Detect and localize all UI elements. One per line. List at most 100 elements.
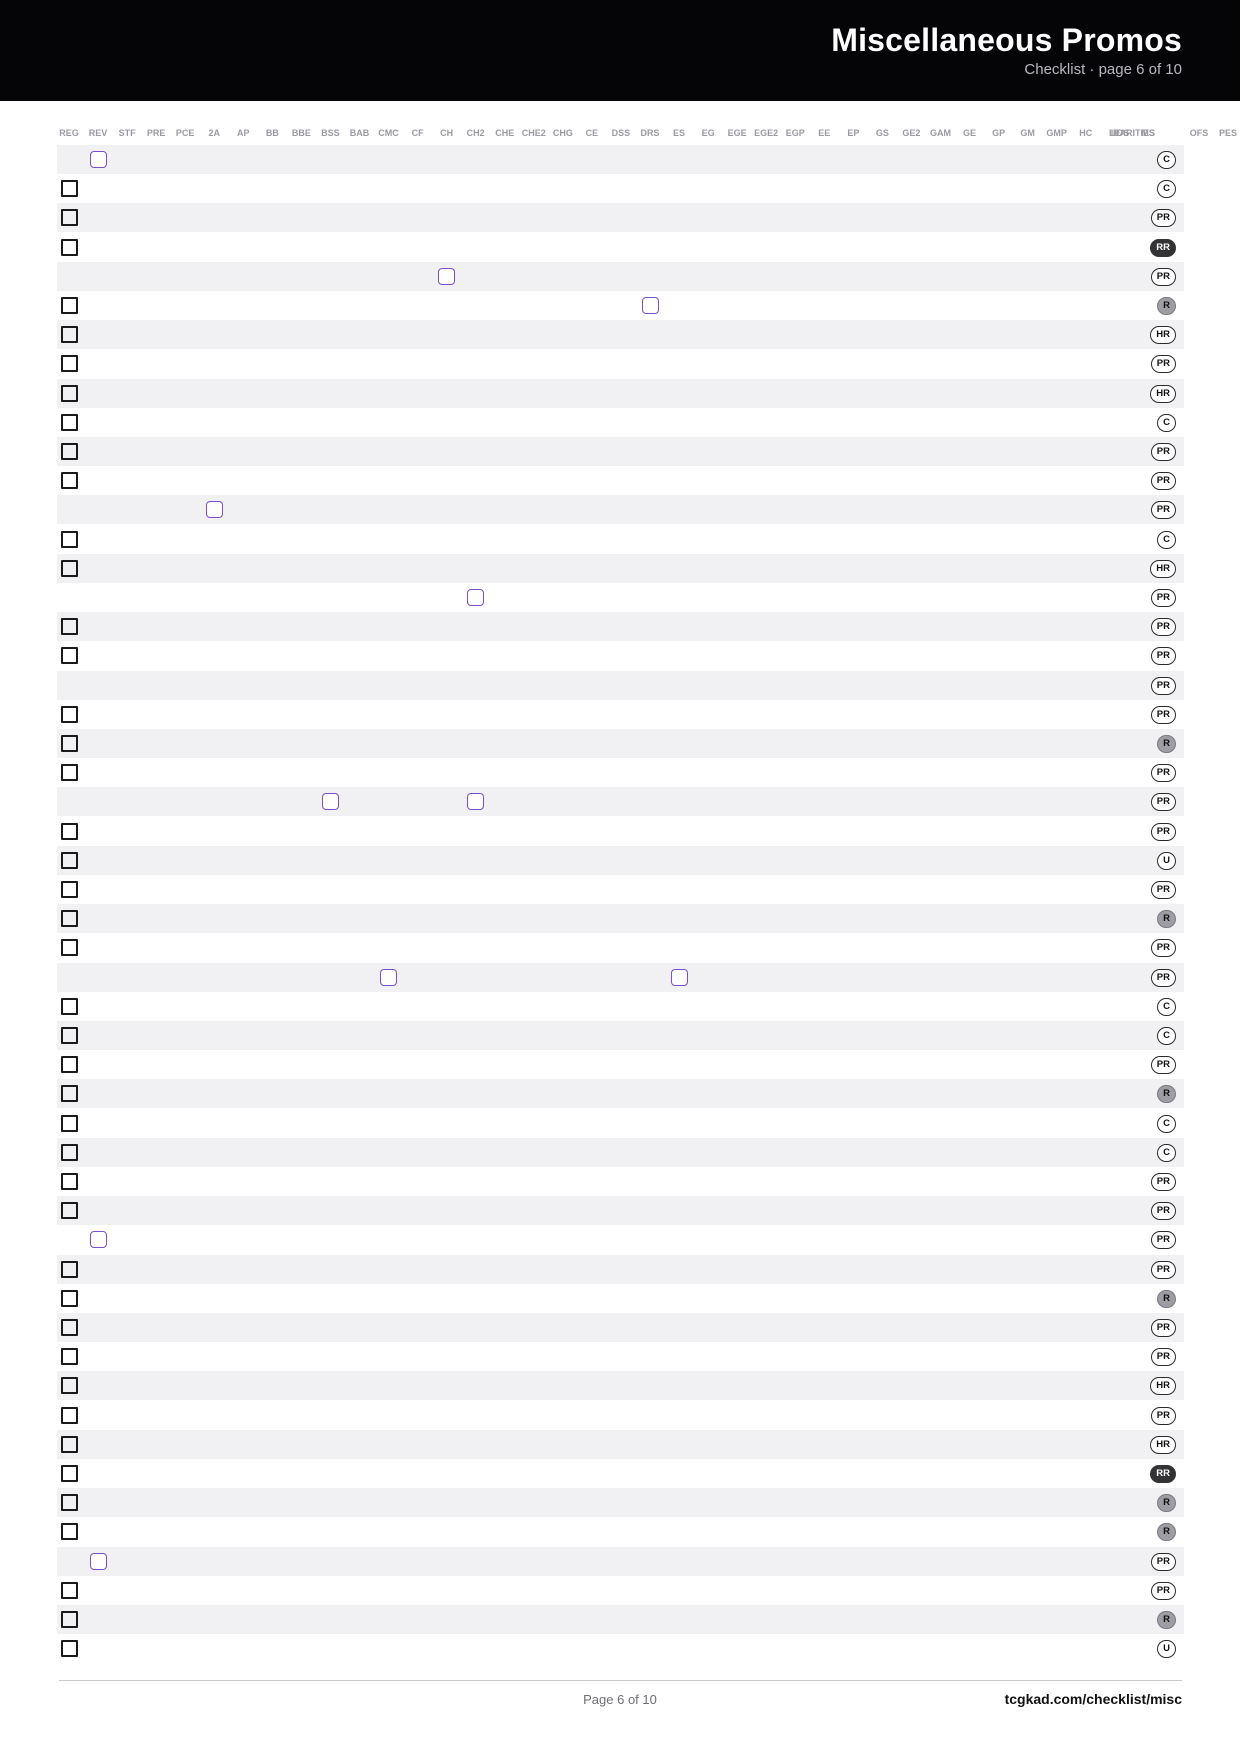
variant-checkbox[interactable] bbox=[89, 1231, 107, 1249]
column-header: GE2 bbox=[902, 128, 921, 138]
regular-checkbox[interactable] bbox=[60, 180, 78, 198]
regular-checkbox[interactable] bbox=[60, 764, 78, 782]
regular-checkbox[interactable] bbox=[60, 939, 78, 957]
regular-checkbox[interactable] bbox=[60, 851, 78, 869]
regular-checkbox[interactable] bbox=[60, 559, 78, 577]
regular-checkbox[interactable] bbox=[60, 618, 78, 636]
column-header: EGE bbox=[727, 128, 747, 138]
regular-checkbox[interactable] bbox=[60, 1611, 78, 1628]
regular-checkbox[interactable] bbox=[60, 822, 78, 840]
regular-checkbox[interactable] bbox=[60, 1319, 78, 1336]
table-row: HR bbox=[57, 1429, 1184, 1459]
rarity-badge: R bbox=[1157, 1494, 1176, 1513]
regular-checkbox[interactable] bbox=[60, 910, 78, 928]
table-row: R bbox=[57, 729, 1184, 758]
regular-checkbox[interactable] bbox=[60, 1202, 78, 1220]
regular-checkbox[interactable] bbox=[60, 1377, 78, 1395]
column-header: GAM bbox=[930, 128, 951, 138]
regular-checkbox[interactable] bbox=[60, 1289, 78, 1307]
regular-checkbox[interactable] bbox=[60, 297, 78, 314]
regular-checkbox[interactable] bbox=[60, 1465, 78, 1482]
table-row: HR bbox=[57, 1371, 1184, 1401]
rarity-badge: R bbox=[1157, 297, 1176, 315]
rarity-badge: PR bbox=[1150, 1406, 1176, 1425]
column-header: MS bbox=[1141, 128, 1155, 138]
table-row: PR bbox=[57, 700, 1184, 729]
rarity-badge: PR bbox=[1150, 472, 1176, 491]
table-row: PR bbox=[57, 1313, 1184, 1342]
regular-checkbox[interactable] bbox=[60, 1581, 78, 1599]
regular-checkbox[interactable] bbox=[60, 1085, 78, 1103]
regular-checkbox[interactable] bbox=[60, 530, 78, 548]
variant-checkbox[interactable] bbox=[89, 151, 107, 168]
rarity-badge: PR bbox=[1150, 793, 1176, 812]
footer-url[interactable]: tcgkad.com/checklist/misc bbox=[1004, 1691, 1182, 1707]
table-row: PR bbox=[57, 261, 1184, 291]
table-row: PR bbox=[57, 495, 1184, 525]
column-header: PCE bbox=[175, 128, 195, 138]
rarity-badge: C bbox=[1157, 997, 1176, 1016]
regular-checkbox[interactable] bbox=[60, 705, 78, 723]
footer-page-number: Page 6 of 10 bbox=[583, 1692, 657, 1707]
table-row: C bbox=[57, 174, 1184, 203]
regular-checkbox[interactable] bbox=[60, 1027, 78, 1044]
regular-checkbox[interactable] bbox=[60, 1348, 78, 1366]
column-header: CH2 bbox=[466, 128, 485, 138]
column-header: 2A bbox=[208, 128, 221, 138]
regular-checkbox[interactable] bbox=[60, 384, 78, 402]
rarity-badge: PR bbox=[1150, 1260, 1176, 1279]
regular-checkbox[interactable] bbox=[60, 326, 78, 344]
rarity-badge: C bbox=[1157, 1114, 1176, 1133]
regular-checkbox[interactable] bbox=[60, 735, 78, 752]
column-header: LOS bbox=[1110, 128, 1130, 138]
column-header: CHE bbox=[495, 128, 515, 138]
variant-checkbox[interactable] bbox=[321, 793, 339, 811]
rarity-badge: C bbox=[1157, 1143, 1176, 1162]
variant-checkbox[interactable] bbox=[467, 793, 485, 811]
rarity-badge: R bbox=[1157, 735, 1176, 753]
regular-checkbox[interactable] bbox=[60, 1523, 78, 1541]
variant-checkbox[interactable] bbox=[89, 1552, 107, 1570]
table-row: PR bbox=[57, 787, 1184, 817]
table-row: PR bbox=[57, 1225, 1184, 1254]
regular-checkbox[interactable] bbox=[60, 238, 78, 256]
column-header: BAB bbox=[349, 128, 370, 138]
rarity-badge: C bbox=[1157, 530, 1176, 549]
regular-checkbox[interactable] bbox=[60, 443, 78, 460]
regular-checkbox[interactable] bbox=[60, 647, 78, 665]
regular-checkbox[interactable] bbox=[60, 1114, 78, 1132]
column-header: EGE2 bbox=[754, 128, 779, 138]
rarity-badge: PR bbox=[1150, 939, 1176, 958]
regular-checkbox[interactable] bbox=[60, 472, 78, 490]
variant-checkbox[interactable] bbox=[205, 501, 223, 519]
variant-checkbox[interactable] bbox=[641, 297, 659, 314]
table-row: PR bbox=[57, 1167, 1184, 1196]
table-row: PR bbox=[57, 437, 1184, 466]
regular-checkbox[interactable] bbox=[60, 413, 78, 431]
rarity-badge: PR bbox=[1150, 968, 1176, 987]
variant-checkbox[interactable] bbox=[380, 968, 398, 986]
table-row: PR bbox=[57, 758, 1184, 787]
regular-checkbox[interactable] bbox=[60, 1494, 78, 1512]
column-header: GS bbox=[875, 128, 889, 138]
variant-checkbox[interactable] bbox=[438, 267, 456, 285]
column-header: CHE2 bbox=[521, 128, 546, 138]
table-row: PR bbox=[57, 933, 1184, 962]
regular-checkbox[interactable] bbox=[60, 1435, 78, 1453]
regular-checkbox[interactable] bbox=[60, 1406, 78, 1424]
regular-checkbox[interactable] bbox=[60, 209, 78, 227]
rarity-badge: PR bbox=[1150, 355, 1176, 374]
variant-checkbox[interactable] bbox=[467, 589, 485, 606]
regular-checkbox[interactable] bbox=[60, 881, 78, 898]
table-row: HR bbox=[57, 553, 1184, 583]
regular-checkbox[interactable] bbox=[60, 1173, 78, 1190]
regular-checkbox[interactable] bbox=[60, 997, 78, 1015]
regular-checkbox[interactable] bbox=[60, 1260, 78, 1278]
regular-checkbox[interactable] bbox=[60, 1143, 78, 1161]
regular-checkbox[interactable] bbox=[60, 1640, 78, 1658]
variant-checkbox[interactable] bbox=[670, 968, 688, 986]
table-row: U bbox=[57, 1634, 1184, 1663]
regular-checkbox[interactable] bbox=[60, 355, 78, 373]
regular-checkbox[interactable] bbox=[60, 1056, 78, 1074]
table-row: R bbox=[57, 904, 1184, 934]
